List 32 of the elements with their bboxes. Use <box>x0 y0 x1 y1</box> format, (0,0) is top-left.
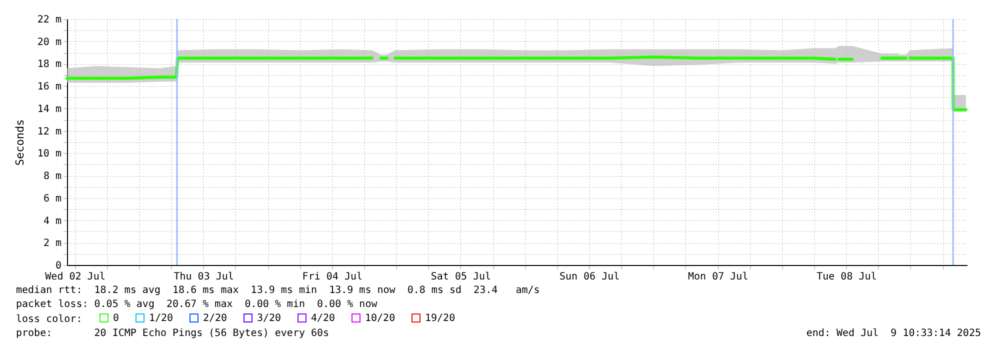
legend-title: loss color: <box>16 314 82 325</box>
legend-label: 3/20 <box>257 313 282 324</box>
x-tick-label: Sun 06 Jul <box>559 272 620 282</box>
y-tick-label: 12 m <box>37 126 62 138</box>
legend-label: 1/20 <box>149 313 174 324</box>
y-tick-label: 10 m <box>37 148 62 160</box>
y-tick-label: 14 m <box>37 104 62 115</box>
x-tick-label: Fri 04 Jul <box>302 272 363 282</box>
y-tick-label: 4 m <box>43 216 62 227</box>
y-tick-label: 2 m <box>43 238 62 250</box>
y-tick-label: 0 <box>55 260 62 272</box>
legend-label: 4/20 <box>311 313 336 324</box>
legend-label: 19/20 <box>425 313 456 324</box>
x-tick-label: Mon 07 Jul <box>688 272 748 282</box>
y-tick-label: 16 m <box>37 82 62 93</box>
x-tick-label: Tue 08 Jul <box>816 272 877 282</box>
x-tick-label: Sat 05 Jul <box>430 272 492 282</box>
y-tick-label: 8 m <box>43 171 62 182</box>
y-axis-title: Seconds <box>13 119 26 166</box>
text: probe: 20 ICMP Echo Pings (56 Bytes) every 60s <box>16 328 330 340</box>
x-tick-label: Wed 02 Jul <box>45 272 106 282</box>
text: median rtt: 18.2 ms avg 18.6 ms max 13.9 ms min 13.9 ms now 0.8 ms sd 23.4 am/s <box>16 285 540 297</box>
text: end: Wed Jul 9 10:33:14 2025 <box>806 328 981 340</box>
legend-label: 10/20 <box>365 313 396 324</box>
text: packet loss: 0.05 % avg 20.67 % max 0.00 % min 0.00 % now <box>16 299 378 311</box>
y-tick-label: 20 m <box>37 36 62 48</box>
y-tick-label: 6 m <box>43 193 62 204</box>
legend-label: 2/20 <box>203 313 228 324</box>
legend-label: 0 <box>113 313 120 324</box>
y-tick-label: 18 m <box>37 59 62 70</box>
y-tick-label: 22 m <box>37 14 62 26</box>
x-tick-label: Thu 03 Jul <box>174 272 234 282</box>
